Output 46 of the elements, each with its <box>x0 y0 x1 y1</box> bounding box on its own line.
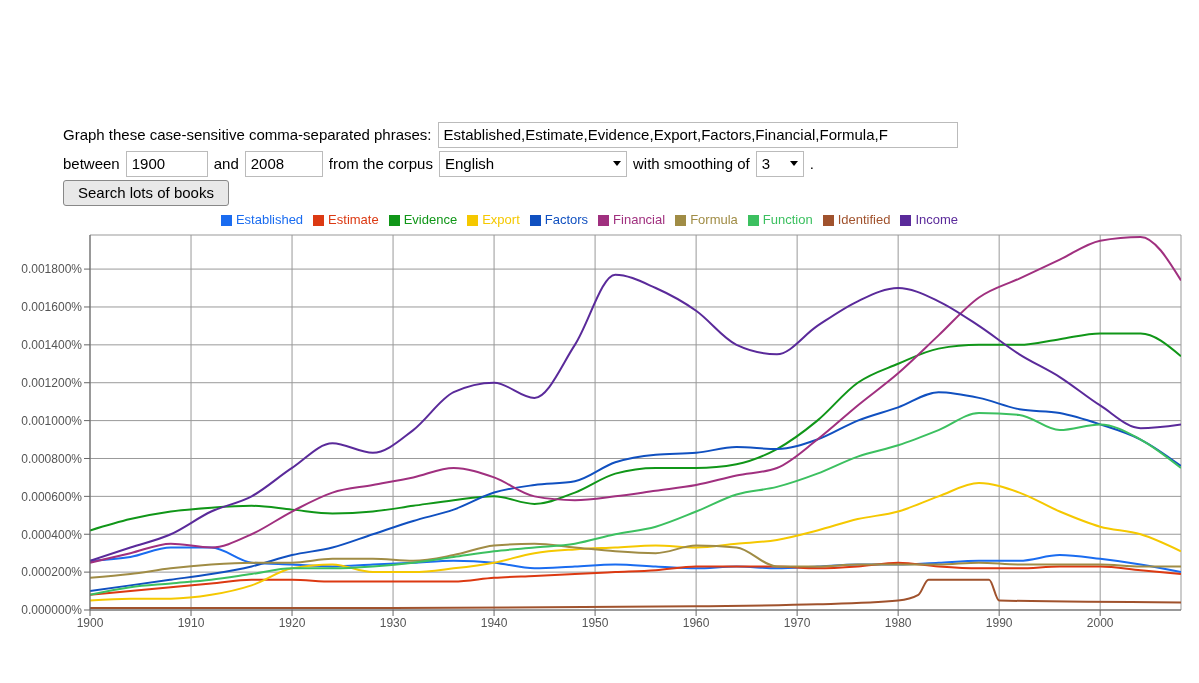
x-tick-label: 1960 <box>682 615 710 630</box>
line-series <box>90 482 1181 602</box>
legend-label: Income <box>915 212 959 227</box>
x-tick-label: 2000 <box>1086 615 1114 630</box>
x-tick-label: 1950 <box>581 615 609 630</box>
legend-label: Export <box>482 212 520 227</box>
y-tick-label: 0.001200% <box>21 375 83 390</box>
phrases-field: Established,Estimate,Evidence,Export,Factors,Financial,Formula,F <box>437 121 958 148</box>
x-tick-label: 1970 <box>783 615 811 630</box>
y-tick-label: 0.000000% <box>21 603 83 618</box>
search-button: Search lots of books <box>63 180 229 206</box>
corpus-dropdown: English <box>438 150 627 177</box>
x-tick-label: 1930 <box>379 615 407 630</box>
y-tick-label: 0.001600% <box>21 300 83 315</box>
legend-label: Established <box>235 212 304 227</box>
x-tick-label: 1900 <box>76 615 104 630</box>
legend-label: Identified <box>837 212 891 227</box>
smoothing-dropdown: 3 <box>755 150 804 177</box>
y-tick-label: 0.000200% <box>21 565 83 580</box>
x-tick-label: 1980 <box>884 615 912 630</box>
x-tick-label: 1910 <box>177 615 205 630</box>
y-tick-label: 0.000600% <box>21 489 83 504</box>
start-year-field: 1900 <box>125 150 208 177</box>
text: Graph these case-sensitive comma-separated phrases: <box>63 126 432 143</box>
end-year-field: 2008 <box>244 150 323 177</box>
legend-label: Function <box>762 212 813 227</box>
text: from the corpus <box>328 155 433 172</box>
y-tick-label: 0.000400% <box>21 527 83 542</box>
y-tick-label: 0.000800% <box>21 451 83 466</box>
text: between <box>63 155 120 172</box>
x-tick-label: 1920 <box>278 615 306 630</box>
y-tick-label: 0.001800% <box>21 262 83 277</box>
line-series <box>90 561 1181 596</box>
legend-label: Financial <box>613 212 666 227</box>
legend-label: Factors <box>544 212 589 227</box>
legend-label: Formula <box>690 212 738 227</box>
text: with smoothing of <box>632 155 750 172</box>
line-series <box>90 332 1181 532</box>
y-tick-label: 0.001400% <box>21 338 83 353</box>
legend-label: Evidence <box>403 212 458 227</box>
text: . <box>809 155 814 172</box>
legend-label: Estimate <box>328 212 379 227</box>
x-tick-label: 1940 <box>480 615 508 630</box>
x-tick-label: 1990 <box>985 615 1013 630</box>
y-tick-label: 0.001000% <box>21 413 83 428</box>
text: and <box>213 155 239 172</box>
